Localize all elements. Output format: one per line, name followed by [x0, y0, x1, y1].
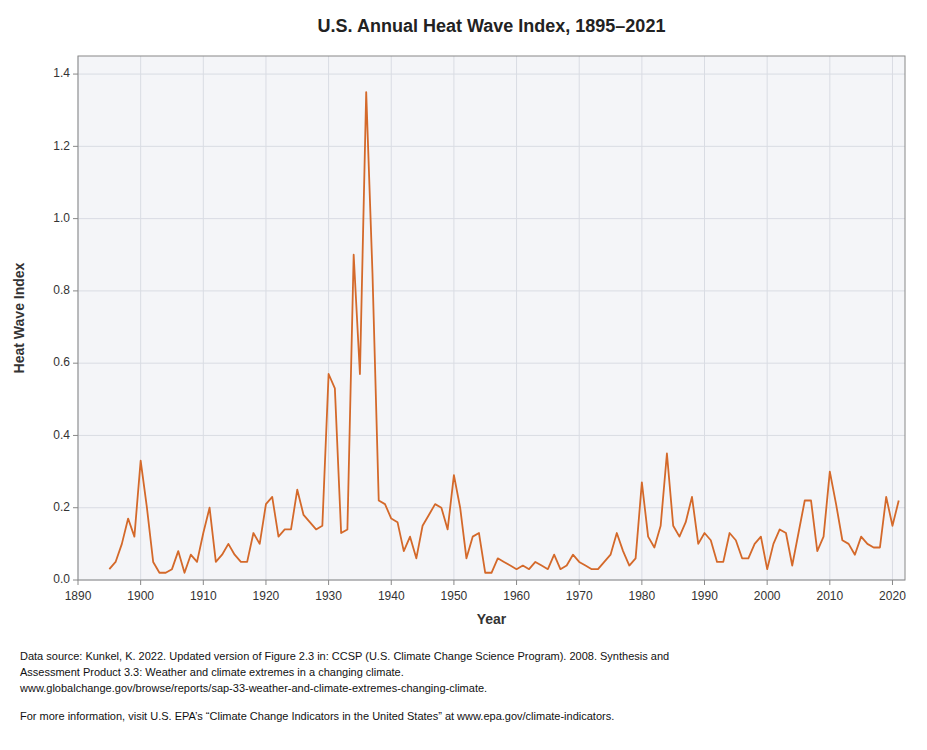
x-tick: [78, 580, 79, 585]
y-grid-line: [78, 507, 905, 508]
grid: [78, 56, 905, 580]
y-grid-line: [78, 74, 905, 75]
y-axis-label: Heat Wave Index: [11, 262, 27, 373]
title: U.S. Annual Heat Wave Index, 1895–2021: [318, 16, 666, 36]
axes: 0.0 0.2 0.4 0.6 0.8 1.0 1.2 1.4 1890 1900 1910 1920…: [53, 56, 906, 603]
x-tick-label: 1990: [691, 589, 718, 603]
x-grid-line: [579, 56, 580, 580]
x-tick-label: 1920: [253, 589, 280, 603]
x-tick: [203, 580, 204, 585]
x-tick: [453, 580, 454, 585]
x-grid-line: [829, 56, 830, 580]
x-grid-line: [328, 56, 329, 580]
x-tick-label: 1910: [190, 589, 217, 603]
y-tick: [73, 218, 78, 219]
x-tick: [140, 580, 141, 585]
y-tick: [73, 146, 78, 147]
line: [109, 92, 898, 573]
y-grid-line: [78, 363, 905, 364]
x-tick-label: 1930: [315, 589, 342, 603]
y-tick-label: 0.8: [53, 283, 70, 297]
x-tick-label: 1950: [441, 589, 468, 603]
y-tick: [73, 507, 78, 508]
x-tick: [767, 580, 768, 585]
plot-frame: [78, 56, 905, 580]
y-tick: [73, 290, 78, 291]
y-tick: [73, 580, 78, 581]
x-grid-line: [140, 56, 141, 580]
x-grid-line: [391, 56, 392, 580]
x-tick: [265, 580, 266, 585]
x-tick: [579, 580, 580, 585]
plot-background: [78, 56, 905, 580]
y-tick: [73, 363, 78, 364]
x-tick-label: 1890: [65, 589, 92, 603]
x-tick: [829, 580, 830, 585]
annotation: For more information, visit U.S. EPA’s “…: [20, 710, 614, 722]
x-tick: [892, 580, 893, 585]
annotation: www.globalchange.gov/browse/reports/sap-…: [19, 682, 487, 694]
x-grid-line: [453, 56, 454, 580]
x-grid-line: [892, 56, 893, 580]
y-tick-label: 0.0: [53, 572, 70, 586]
y-grid-line: [78, 146, 905, 147]
annotation: Data source: Kunkel, K. 2022. Updated ve…: [20, 650, 669, 662]
x-tick-label: 2010: [816, 589, 843, 603]
x-grid-line: [704, 56, 705, 580]
y-grid-line: [78, 290, 905, 291]
x-grid-line: [767, 56, 768, 580]
x-tick-label: 1940: [378, 589, 405, 603]
x-tick: [516, 580, 517, 585]
x-tick-label: 1970: [566, 589, 593, 603]
x-grid-line: [203, 56, 204, 580]
y-grid-line: [78, 435, 905, 436]
y-tick-label: 1.2: [53, 139, 70, 153]
x-tick-label: 2020: [879, 589, 906, 603]
y-tick-label: 0.4: [53, 428, 70, 442]
y-grid-line: [78, 218, 905, 219]
y-tick: [73, 74, 78, 75]
x-tick-label: 1900: [127, 589, 154, 603]
x-grid-line: [641, 56, 642, 580]
y-tick-label: 1.4: [53, 66, 70, 80]
y-tick-label: 0.6: [53, 355, 70, 369]
x-grid-line: [516, 56, 517, 580]
x-tick-label: 2000: [754, 589, 781, 603]
x-axis-label: Year: [477, 611, 507, 627]
annotation: Assessment Product 3.3: Weather and clim…: [20, 666, 404, 678]
x-tick: [641, 580, 642, 585]
x-tick: [391, 580, 392, 585]
x-tick-label: 1960: [503, 589, 530, 603]
chart: 0.0 0.2 0.4 0.6 0.8 1.0 1.2 1.4 1890 1900 1910 1920…: [0, 0, 927, 750]
y-tick-label: 0.2: [53, 500, 70, 514]
x-tick: [704, 580, 705, 585]
x-tick-label: 1980: [629, 589, 656, 603]
x-tick: [328, 580, 329, 585]
y-tick-label: 1.0: [53, 211, 70, 225]
x-grid-line: [265, 56, 266, 580]
series: [109, 92, 898, 573]
y-tick: [73, 435, 78, 436]
